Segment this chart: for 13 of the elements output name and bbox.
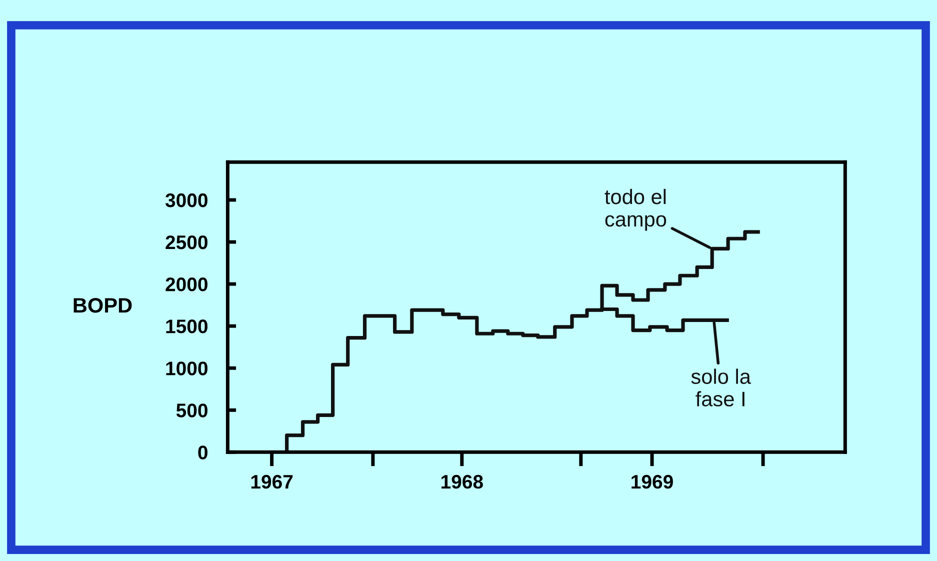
- y-tick-label: 500: [176, 404, 208, 418]
- y-tick-label: 0: [198, 446, 208, 460]
- legend-label: solo la fase I: [691, 368, 751, 406]
- y-tick-label: 2500: [166, 235, 208, 250]
- x-tick-label: 1969: [632, 474, 673, 489]
- text: todo el campo: [604, 188, 666, 231]
- x-tick-label: 1967: [251, 474, 293, 489]
- y-tick-label: 1000: [166, 362, 208, 376]
- y-tick-label: 3000: [165, 193, 208, 208]
- y-tick-label: 1500: [166, 320, 208, 334]
- y-tick-label: 2000: [166, 277, 208, 292]
- y-axis-title: BOPD: [74, 298, 132, 313]
- x-tick-label: 1968: [442, 474, 483, 489]
